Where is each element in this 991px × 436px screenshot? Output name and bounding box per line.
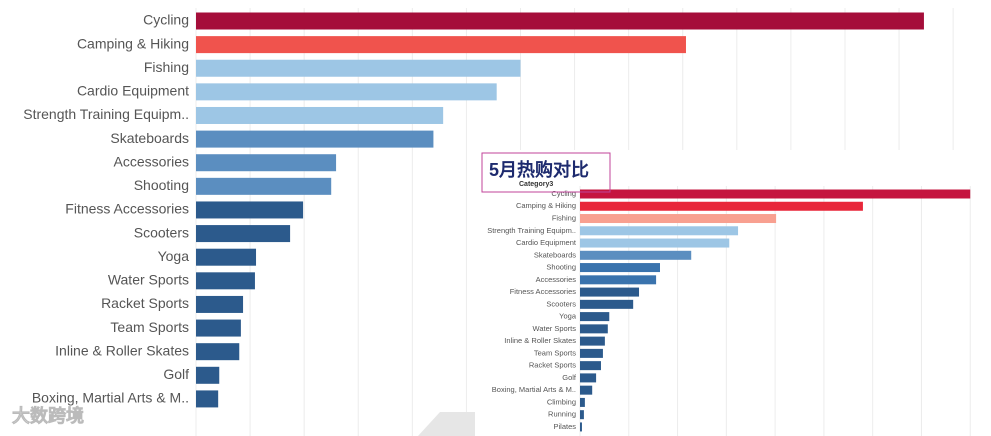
bar — [196, 12, 924, 30]
bar — [196, 272, 255, 290]
category-label: Scooters — [546, 299, 576, 308]
bar — [196, 201, 304, 219]
bar — [580, 397, 585, 407]
bar — [580, 214, 777, 224]
bar — [580, 189, 971, 199]
bar — [196, 248, 257, 266]
bar — [580, 226, 739, 236]
category-label: Yoga — [559, 312, 577, 321]
category-label: Shooting — [546, 263, 576, 272]
category-label: Inline & Roller Skates — [504, 336, 576, 345]
inset-header: Category3 — [519, 181, 553, 188]
bar — [196, 177, 332, 195]
category-label: Cycling — [551, 189, 576, 198]
category-label: Boxing, Martial Arts & M.. — [32, 390, 189, 406]
bar — [196, 154, 337, 172]
category-label: Running — [548, 410, 576, 419]
category-label: Accessories — [114, 153, 189, 169]
category-label: Fitness Accessories — [510, 287, 577, 296]
category-label: Water Sports — [533, 324, 577, 333]
bar — [196, 225, 291, 243]
category-label: Skateboards — [110, 130, 189, 146]
decor — [418, 412, 475, 436]
inset-title: 5月热购对比 — [489, 159, 589, 180]
category-label: Strength Training Equipm.. — [23, 106, 189, 122]
bar — [580, 312, 610, 322]
category-label: Yoga — [158, 248, 190, 264]
category-label: Camping & Hiking — [77, 35, 189, 51]
bar — [196, 83, 497, 101]
watermark: 大数跨境 — [12, 405, 84, 426]
category-label: Pilates — [553, 422, 576, 431]
bar — [580, 250, 692, 260]
bar — [580, 348, 603, 358]
bar — [580, 287, 640, 297]
category-label: Camping & Hiking — [516, 201, 576, 210]
bar — [196, 295, 244, 313]
category-label: Water Sports — [108, 272, 189, 288]
category-label: Strength Training Equipm.. — [487, 226, 576, 235]
category-label: Boxing, Martial Arts & M.. — [492, 385, 576, 394]
bar — [580, 324, 608, 334]
bar — [580, 385, 593, 395]
category-label: Scooters — [134, 224, 189, 240]
bar — [580, 263, 660, 273]
category-label: Fitness Accessories — [65, 201, 189, 217]
category-label: Team Sports — [534, 348, 576, 357]
category-label: Racket Sports — [529, 361, 576, 370]
bar — [196, 366, 220, 384]
category-label: Inline & Roller Skates — [55, 342, 189, 358]
bar — [196, 130, 434, 148]
bar — [580, 201, 863, 211]
title-box — [481, 152, 611, 193]
category-label: Cardio Equipment — [77, 83, 189, 99]
bar — [196, 106, 444, 124]
category-label: Cycling — [143, 12, 189, 28]
bar — [580, 361, 601, 371]
bar — [196, 36, 686, 54]
bar — [196, 319, 241, 337]
bar — [580, 410, 584, 420]
category-label: Climbing — [547, 397, 576, 406]
category-label: Racket Sports — [101, 295, 189, 311]
category-label: Golf — [163, 366, 189, 382]
bar — [580, 373, 597, 383]
category-label: Shooting — [134, 177, 189, 193]
bar — [196, 343, 240, 361]
bar — [580, 275, 657, 285]
bar — [580, 299, 634, 309]
category-label: Cardio Equipment — [516, 238, 577, 247]
category-label: Fishing — [144, 59, 189, 75]
category-label: Golf — [562, 373, 577, 382]
bar — [196, 59, 521, 77]
category-label: Team Sports — [110, 319, 189, 335]
category-label: Accessories — [536, 275, 577, 284]
inset-chart: Cycling Camping & Hiking Fishing Strength T… — [487, 186, 971, 436]
bar — [196, 390, 219, 408]
category-label: Skateboards — [534, 250, 576, 259]
bar — [580, 238, 730, 248]
bar — [580, 422, 582, 432]
bar — [580, 336, 605, 346]
category-label: Fishing — [552, 214, 576, 223]
